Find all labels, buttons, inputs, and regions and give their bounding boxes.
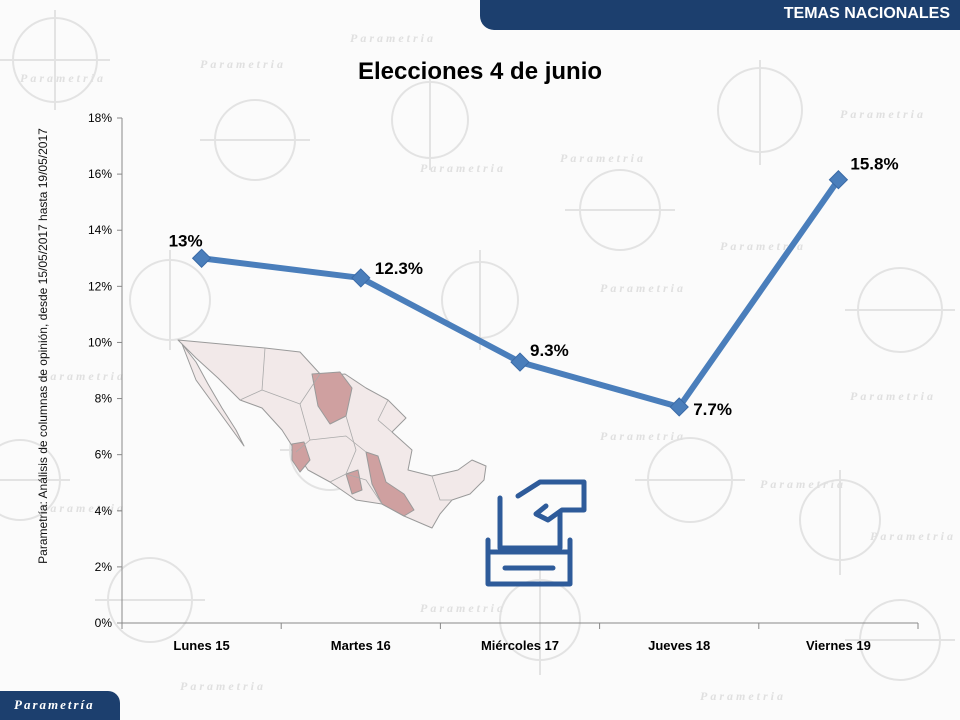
x-tick-label: Miércoles 17 (481, 638, 559, 653)
y-tick-label: 2% (95, 560, 113, 574)
x-tick-label: Viernes 19 (806, 638, 871, 653)
data-label: 7.7% (693, 400, 732, 419)
y-tick-label: 6% (95, 448, 113, 462)
x-tick-label: Lunes 15 (173, 638, 229, 653)
y-tick-label: 10% (88, 335, 112, 349)
svg-text:Parametria: Parametria (760, 477, 846, 491)
ballot-box-icon (485, 479, 587, 587)
data-point-marker (351, 268, 371, 288)
section-header-bar: TEMAS NACIONALES (480, 0, 960, 30)
y-tick-label: 14% (88, 223, 112, 237)
y-tick-label: 12% (88, 279, 112, 293)
y-tick-label: 8% (95, 392, 113, 406)
svg-text:Parametria: Parametria (20, 71, 106, 85)
svg-text:Parametria: Parametria (350, 31, 436, 45)
y-tick-label: 16% (88, 167, 112, 181)
brand-logo: Parametría (0, 691, 120, 720)
svg-text:Parametria: Parametria (40, 369, 126, 383)
svg-text:Parametria: Parametria (180, 679, 266, 693)
svg-text:Parametria: Parametria (560, 151, 646, 165)
brand-logo-text: Parametría (14, 697, 95, 712)
y-tick-label: 4% (95, 504, 113, 518)
svg-text:Parametria: Parametria (420, 601, 506, 615)
data-point-marker (191, 248, 212, 268)
svg-text:Parametria: Parametria (600, 281, 686, 295)
data-point-marker (669, 397, 689, 417)
svg-text:Parametria: Parametria (840, 107, 926, 121)
data-label: 9.3% (530, 341, 569, 360)
data-point-marker (510, 352, 530, 372)
svg-text:Parametria: Parametria (870, 529, 956, 543)
y-tick-label: 0% (95, 616, 113, 630)
data-label: 13% (169, 231, 203, 250)
svg-text:Parametria: Parametria (600, 429, 686, 443)
svg-text:Parametria: Parametria (200, 57, 286, 71)
data-label: 15.8% (850, 155, 898, 174)
data-point-marker (828, 170, 849, 190)
chart-title: Elecciones 4 de junio (357, 58, 603, 85)
x-tick-label: Jueves 18 (648, 638, 710, 653)
x-tick-label: Martes 16 (331, 638, 391, 653)
svg-text:Parametria: Parametria (850, 389, 936, 403)
data-label: 12.3% (375, 259, 423, 278)
svg-text:Parametria: Parametria (420, 161, 506, 175)
svg-text:Parametria: Parametria (720, 239, 806, 253)
mexico-map-illustration (177, 339, 487, 529)
svg-text:Parametria: Parametria (40, 501, 126, 515)
section-label: TEMAS NACIONALES (783, 5, 950, 22)
y-tick-label: 18% (88, 111, 112, 125)
svg-text:Parametria: Parametria (700, 689, 786, 703)
